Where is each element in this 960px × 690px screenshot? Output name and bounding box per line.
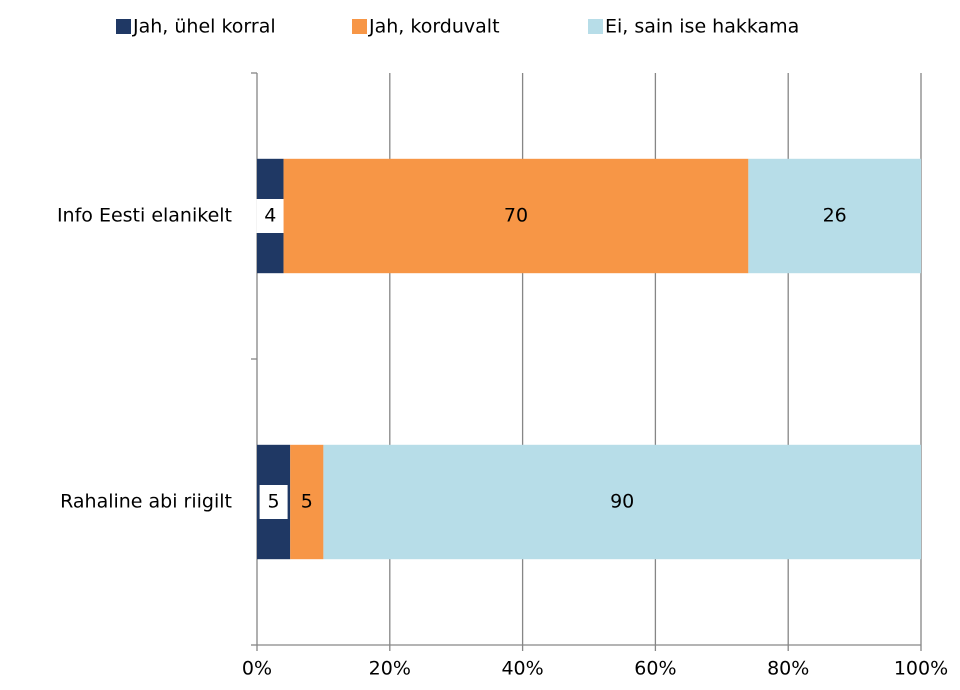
data-label-bg [256, 199, 285, 233]
bar-segment [290, 444, 324, 560]
legend-label: Ei, sain ise hakkama [605, 16, 799, 38]
x-tick-label: 100% [894, 658, 948, 680]
x-tick-label: 40% [501, 658, 543, 680]
x-tick-label: 80% [767, 658, 809, 680]
bar-segment [748, 158, 921, 274]
legend-swatch [588, 19, 603, 34]
legend-label: Jah, korduvalt [368, 16, 500, 38]
data-label: 90 [610, 491, 634, 513]
bar-segment [283, 158, 749, 274]
data-label: 70 [504, 205, 528, 227]
legend-swatch [116, 19, 131, 34]
x-tick-label: 60% [634, 658, 676, 680]
x-tick-label: 0% [242, 658, 272, 680]
data-label: 5 [268, 491, 280, 513]
x-tick-label: 20% [369, 658, 411, 680]
y-tick-label: Info Eesti elanikelt [57, 205, 232, 227]
data-label: 26 [823, 205, 847, 227]
y-tick-label: Rahaline abi riigilt [60, 491, 232, 513]
data-label: 5 [301, 491, 313, 513]
data-label: 4 [264, 205, 276, 227]
data-label-bg [259, 485, 288, 519]
bar-segment [323, 444, 921, 560]
legend-swatch [352, 19, 367, 34]
legend-label: Jah, ühel korral [132, 16, 276, 38]
